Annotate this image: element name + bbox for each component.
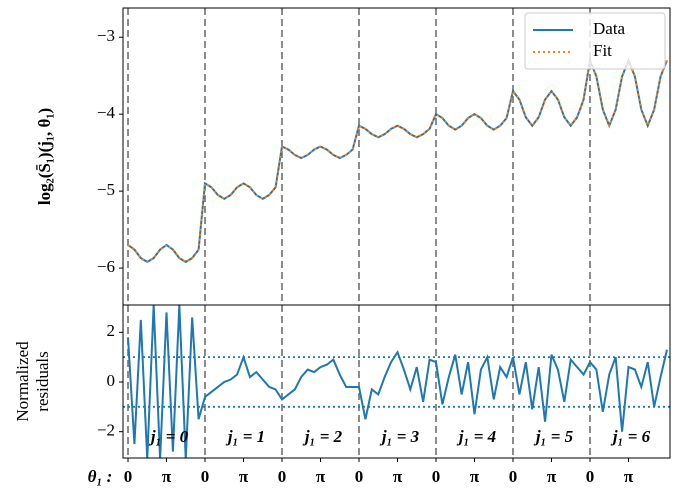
block-label: j₁ = 3 (379, 427, 420, 446)
legend-label: Data (593, 19, 626, 38)
x-tick-label: π (393, 467, 403, 486)
y-tick-label: −3 (97, 26, 115, 45)
x-tick-label: π (470, 467, 480, 486)
x-tick-label: 0 (432, 467, 441, 486)
legend-label: Fit (593, 41, 612, 60)
block-label: j₁ = 4 (456, 427, 496, 446)
y-tick-label: 0 (107, 371, 116, 390)
x-tick-label: 0 (201, 467, 210, 486)
x-tick-label: π (316, 467, 326, 486)
x-tick-label: 0 (355, 467, 364, 486)
x-tick-label: 0 (586, 467, 595, 486)
y-axis-label: log₂(S̄₁)(j₁, θ₁) (35, 108, 54, 205)
data-line (127, 56, 668, 264)
x-tick-label: π (547, 467, 557, 486)
legend-box (524, 12, 666, 70)
y-tick-label: −2 (97, 421, 115, 440)
block-label: j₁ = 0 (148, 427, 189, 446)
x-axis-label: θ₁ : (88, 467, 113, 486)
x-tick-label: 0 (278, 467, 287, 486)
x-tick-label: π (239, 467, 249, 486)
y-tick-label: −5 (97, 180, 115, 199)
x-tick-label: π (624, 467, 634, 486)
y-tick-label: −6 (97, 257, 115, 276)
x-tick-label: 0 (124, 467, 133, 486)
y-axis-label: residuals (33, 351, 52, 411)
block-label: j₁ = 6 (610, 427, 651, 446)
x-tick-label: 0 (509, 467, 518, 486)
plot-area (123, 305, 670, 458)
data-line (127, 56, 668, 264)
block-label: j₁ = 2 (302, 427, 343, 446)
y-axis-label: Normalized (13, 341, 32, 422)
y-tick-label: −4 (97, 103, 116, 122)
data-line (127, 305, 668, 458)
block-label: j₁ = 5 (533, 427, 574, 446)
block-label: j₁ = 1 (225, 427, 265, 446)
y-tick-label: 2 (107, 321, 116, 340)
x-tick-label: π (162, 467, 172, 486)
